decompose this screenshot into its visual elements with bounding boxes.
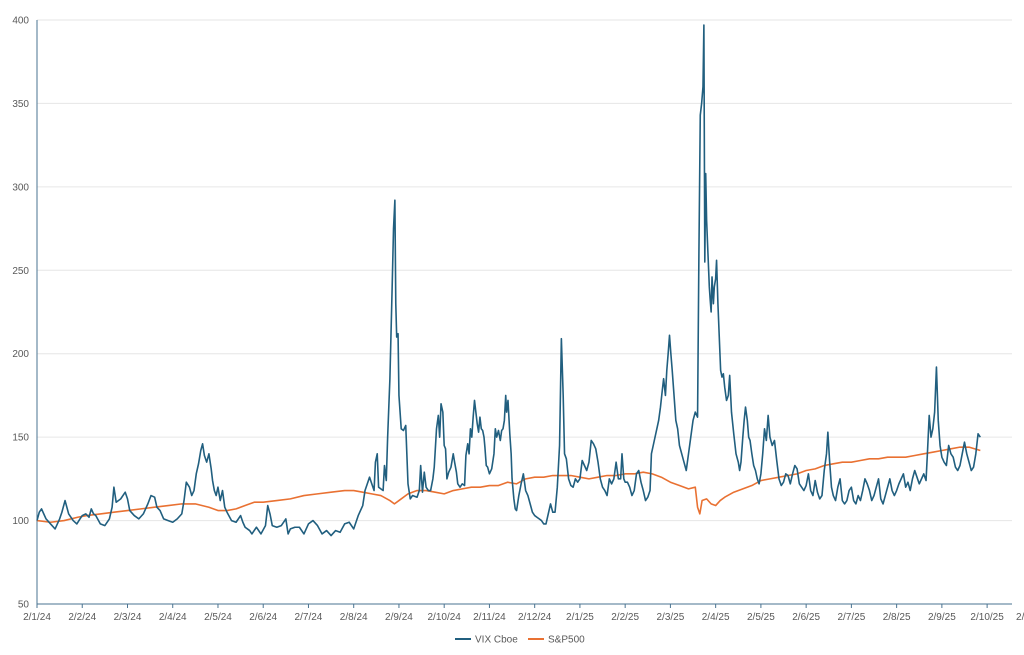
legend-label: VIX Cboe	[475, 635, 518, 646]
x-tick-label: 2/10/24	[428, 612, 462, 623]
x-tick-label: 2/9/25	[928, 612, 956, 623]
legend: VIX Cboe S&P500	[455, 635, 585, 646]
legend-label: S&P500	[548, 635, 585, 646]
x-axis-tick-labels: 2/1/24 2/2/24 2/3/24 2/4/24 2/5/24 2/6/24 2/7/…	[23, 604, 1024, 623]
y-tick-label: 100	[12, 516, 29, 527]
x-tick-label: 2/8/25	[883, 612, 911, 623]
x-tick-label: 2/3/24	[114, 612, 142, 623]
y-tick-label: 400	[12, 16, 29, 27]
y-tick-label: 350	[12, 99, 29, 110]
x-tick-label: 2/3/25	[657, 612, 685, 623]
x-tick-label: 2/9/24	[385, 612, 413, 623]
series-lines	[36, 24, 981, 537]
y-tick-label: 50	[18, 600, 30, 611]
x-tick-label: 2/8/24	[340, 612, 368, 623]
gridlines	[37, 19, 1012, 522]
y-tick-label: 150	[12, 433, 29, 444]
y-tick-label: 200	[12, 349, 29, 360]
x-tick-label: 2/11/24	[473, 612, 506, 623]
y-axis-tick-labels: 50 100 150 200 250 300 350 400	[12, 16, 29, 611]
x-tick-label: 2/1/24	[23, 612, 51, 623]
x-tick-label: 2/7/25	[837, 612, 865, 623]
x-tick-label: 2/2/25	[611, 612, 639, 623]
y-tick-label: 300	[12, 182, 29, 193]
x-tick-label: 2/11/25	[1016, 612, 1024, 623]
x-tick-label: 2/1/25	[566, 612, 594, 623]
x-tick-label: 2/12/24	[518, 612, 552, 623]
x-tick-label: 2/4/24	[159, 612, 187, 623]
x-tick-label: 2/6/25	[792, 612, 820, 623]
x-tick-label: 2/5/25	[747, 612, 775, 623]
x-tick-label: 2/7/24	[295, 612, 323, 623]
x-tick-label: 2/4/25	[702, 612, 730, 623]
x-tick-label: 2/10/25	[970, 612, 1004, 623]
x-tick-label: 2/5/24	[204, 612, 232, 623]
x-tick-label: 2/2/24	[68, 612, 96, 623]
axes	[36, 20, 1012, 605]
series-line-vix-cboe	[36, 24, 981, 537]
x-tick-label: 2/6/24	[249, 612, 277, 623]
y-tick-label: 250	[12, 266, 29, 277]
